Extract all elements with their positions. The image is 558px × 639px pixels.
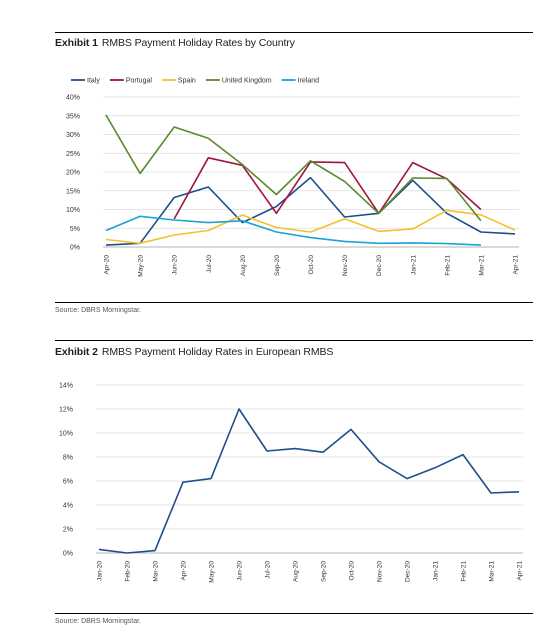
x-tick-label: Sep-20 xyxy=(274,255,281,276)
exhibit-2-title: Exhibit 2 RMBS Payment Holiday Rates in E… xyxy=(55,346,333,358)
y-tick-label: 20% xyxy=(66,170,80,177)
x-tick-label: Apr-20 xyxy=(104,255,111,275)
y-tick-label: 6% xyxy=(63,479,73,486)
exhibit-2: Exhibit 2 RMBS Payment Holiday Rates in E… xyxy=(55,340,533,635)
y-tick-label: 40% xyxy=(66,95,80,102)
x-tick-label: Jul-20 xyxy=(265,561,272,579)
x-tick-label: Jul-20 xyxy=(206,255,213,273)
x-tick-label: Nov-20 xyxy=(377,561,384,582)
legend-label-portugal: Portugal xyxy=(126,78,153,85)
y-tick-label: 2% xyxy=(63,527,73,534)
y-tick-label: 0% xyxy=(70,245,80,252)
chart-european-payment-holidays: 0% 2% 4% 6% 8% 10% 12% 14% Jan-20 Feb-20 Mar-20 Apr… xyxy=(59,383,524,583)
y-tick-label: 10% xyxy=(66,207,80,214)
x-tick-label: Feb-21 xyxy=(461,561,468,582)
x-tick-label: May-20 xyxy=(209,561,216,583)
y-tick-label: 8% xyxy=(63,455,73,462)
x-tick-label: Apr-21 xyxy=(517,561,524,581)
exhibit-2-label: Exhibit 2 xyxy=(55,346,98,358)
x-tick-label: Mar-20 xyxy=(153,561,160,582)
series-line-italy xyxy=(105,176,516,246)
y-tick-label: 15% xyxy=(66,188,80,195)
x-tick-label: Jan-21 xyxy=(433,561,440,581)
exhibit-2-title-text: RMBS Payment Holiday Rates in European R… xyxy=(101,346,334,358)
legend-label-spain: Spain xyxy=(178,78,196,85)
x-tick-label: Apr-21 xyxy=(513,255,520,275)
y-tick-label: 35% xyxy=(66,113,80,120)
legend-label-united-kingdom: United Kingdom xyxy=(222,78,272,85)
exhibit-1-label: Exhibit 1 xyxy=(55,37,98,49)
series-line-united-kingdom xyxy=(105,114,482,222)
exhibit-1-source: Source: DBRS Morningstar. xyxy=(55,307,141,314)
x-tick-label: May-20 xyxy=(138,255,145,277)
exhibit-2-bottom-rule xyxy=(55,613,533,614)
y-tick-label: 0% xyxy=(63,551,73,558)
x-tick-label: Jun-20 xyxy=(237,561,244,581)
x-tick-label: Aug-20 xyxy=(240,255,247,276)
y-tick-label: 14% xyxy=(59,383,73,390)
legend-label-ireland: Ireland xyxy=(298,78,320,85)
y-tick-label: 12% xyxy=(59,407,73,414)
x-tick-label: Feb-20 xyxy=(125,561,132,582)
series-line-ireland xyxy=(105,215,481,246)
chart-country-payment-holidays: 0% 5% 10% 15% 20% 25% 30% 35% 40% Apr-20 May-20 Jun… xyxy=(66,78,520,277)
x-tick-label: Feb-21 xyxy=(444,255,451,276)
exhibit-1-title: Exhibit 1 RMBS Payment Holiday Rates by C… xyxy=(55,37,295,49)
y-tick-label: 30% xyxy=(66,132,80,139)
series-line-portugal xyxy=(173,157,482,220)
x-tick-label: Oct-20 xyxy=(349,561,356,581)
y-tick-label: 5% xyxy=(70,226,80,233)
exhibit-2-source: Source: DBRS Morningstar. xyxy=(55,618,141,625)
x-tick-label: Mar-21 xyxy=(489,561,496,582)
exhibit-2-top-rule xyxy=(55,340,533,341)
x-tick-label: Dec-20 xyxy=(376,255,383,276)
x-tick-label: Oct-20 xyxy=(308,255,315,275)
series-line-series xyxy=(98,408,520,554)
legend: Italy Portugal Spain United Kingdom Ireland xyxy=(71,78,319,85)
x-tick-label: Mar-21 xyxy=(478,255,485,276)
exhibit-1-title-text: RMBS Payment Holiday Rates by Country xyxy=(101,37,295,49)
x-tick-label: Apr-20 xyxy=(181,561,188,581)
y-tick-label: 4% xyxy=(63,503,73,510)
y-tick-label: 25% xyxy=(66,151,80,158)
legend-label-italy: Italy xyxy=(87,78,100,85)
exhibit-1-top-rule xyxy=(55,32,533,33)
series-line-spain xyxy=(105,209,516,245)
exhibit-1: Exhibit 1 RMBS Payment Holiday Rates by C… xyxy=(55,32,533,322)
x-tick-label: Aug-20 xyxy=(293,561,300,582)
x-tick-label: Jan-21 xyxy=(410,255,417,275)
x-tick-label: Jan-20 xyxy=(97,561,104,581)
x-tick-label: Nov-20 xyxy=(342,255,349,276)
x-tick-label: Sep-20 xyxy=(321,561,328,582)
x-tick-label: Dec-20 xyxy=(405,561,412,582)
exhibit-1-bottom-rule xyxy=(55,302,533,303)
y-tick-label: 10% xyxy=(59,431,73,438)
x-tick-label: Jun-20 xyxy=(172,255,179,275)
